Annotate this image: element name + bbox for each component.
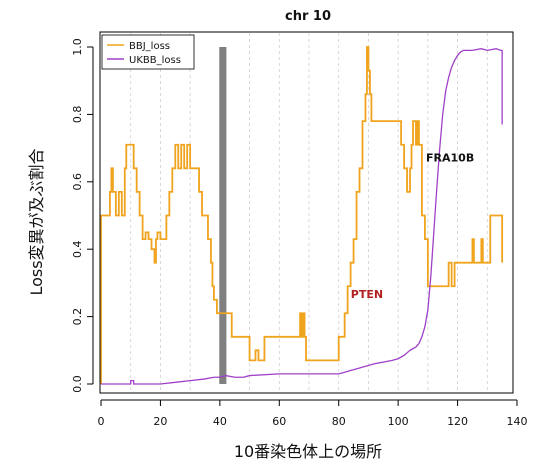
series-line-bbj-loss <box>100 46 504 384</box>
x-tick-label: 80 <box>332 415 346 428</box>
x-tick-label: 40 <box>213 415 227 428</box>
vertical-guides <box>130 33 488 392</box>
annotations-layer: PTEN FRA10B <box>351 152 474 301</box>
y-tick-label: 0.4 <box>71 240 84 258</box>
x-axis: 0 20 40 60 80 100 120 140 <box>98 399 528 428</box>
series-line-ukbb-loss <box>101 48 503 385</box>
x-axis-label: 10番染色体上の場所 <box>234 442 382 461</box>
annotation-pten: PTEN <box>351 288 383 301</box>
highlight-band <box>219 47 227 384</box>
x-tick-label: 140 <box>507 415 528 428</box>
chart-title: chr 10 <box>285 9 331 24</box>
annotation-fra10b: FRA10B <box>426 152 474 165</box>
x-tick-label: 0 <box>98 415 105 428</box>
y-tick-label: 1.0 <box>71 38 84 56</box>
x-tick-label: 120 <box>447 415 468 428</box>
y-tick-label: 0.6 <box>71 173 84 191</box>
x-tick-label: 20 <box>153 415 167 428</box>
highlight-band-layer <box>219 47 227 384</box>
x-tick-label: 100 <box>388 415 409 428</box>
y-axis-label: Loss変異が及ぶ割合 <box>27 148 46 295</box>
y-axis: 0.0 0.2 0.4 0.6 0.8 1.0 <box>71 38 94 393</box>
y-tick-label: 0.2 <box>71 308 84 326</box>
plot-frame <box>99 31 514 394</box>
y-tick-label: 0.0 <box>71 375 84 393</box>
y-tick-label: 0.8 <box>71 106 84 124</box>
legend-box <box>101 34 195 70</box>
x-tick-label: 60 <box>272 415 286 428</box>
legend-label-ukbb-loss: UKBB_loss <box>129 55 181 66</box>
legend: BBJ_loss UKBB_loss <box>101 34 195 70</box>
series-layer <box>100 46 504 385</box>
legend-label-bbj-loss: BBJ_loss <box>129 41 170 52</box>
